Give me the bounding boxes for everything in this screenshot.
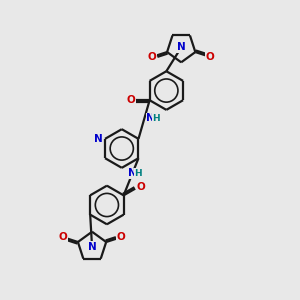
Text: N: N	[94, 134, 103, 144]
Text: N: N	[88, 242, 96, 252]
Text: O: O	[127, 95, 136, 105]
Text: N: N	[128, 168, 137, 178]
Text: O: O	[136, 182, 145, 192]
Text: H: H	[134, 169, 142, 178]
Text: O: O	[148, 52, 157, 62]
Text: O: O	[58, 232, 67, 242]
Text: H: H	[152, 113, 160, 122]
Text: N: N	[177, 43, 186, 52]
Text: O: O	[117, 232, 125, 242]
Text: N: N	[146, 113, 155, 123]
Text: O: O	[206, 52, 215, 62]
